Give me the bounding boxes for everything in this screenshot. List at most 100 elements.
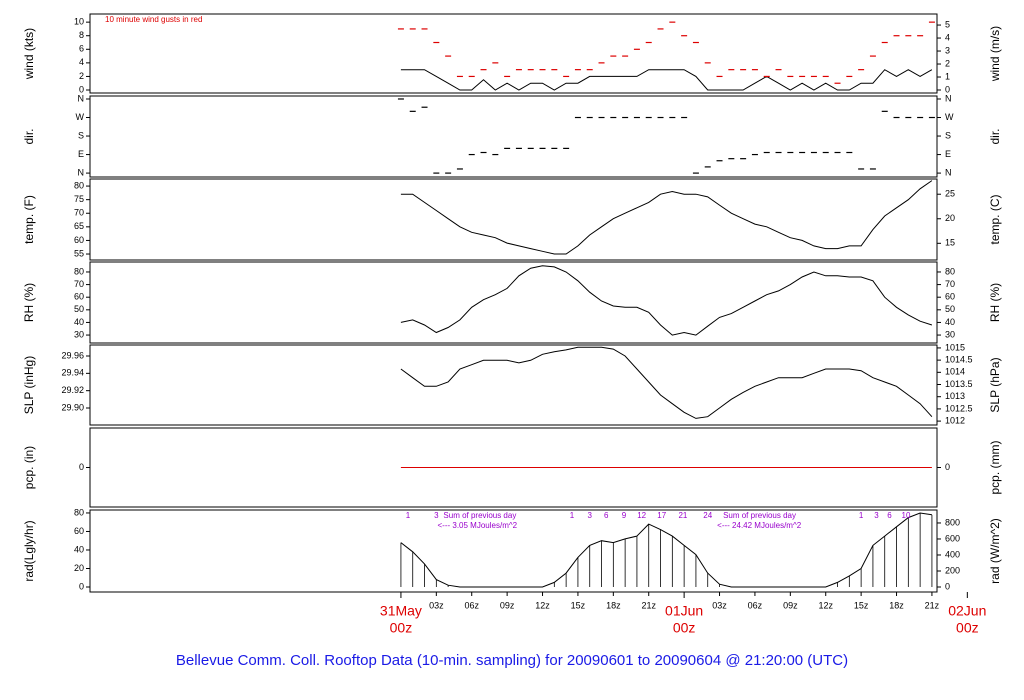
hour-label: 3 [588,511,593,520]
x-tick-label: 12z [535,600,550,610]
hour-label: 12 [637,511,646,520]
y-tick-label: S [78,130,84,140]
y2-tick-label: 5 [945,19,950,29]
y2-tick-label: 400 [945,549,960,559]
y-tick-label: W [76,112,85,122]
sum-label: Sum of previous day [443,511,516,520]
day-tick-sublabel: 00z [390,620,413,636]
y-axis-label: rad(Lgly/hr) [22,520,36,581]
hour-label: 21 [678,511,687,520]
y-tick-label: 50 [74,304,84,314]
y-tick-label: 60 [74,292,84,302]
y2-tick-label: 0 [945,84,950,94]
y2-tick-label: 200 [945,565,960,575]
y-tick-label: 0 [79,84,84,94]
x-tick-label: 21z [925,600,940,610]
y2-tick-label: 25 [945,189,955,199]
y2-tick-label: 0 [945,581,950,591]
x-tick-label: 09z [500,600,515,610]
y-tick-label: 70 [74,208,84,218]
day-tick-label: 01Jun [665,603,703,619]
y2-tick-label: W [945,112,954,122]
y-axis-label: RH (%) [22,283,36,322]
x-tick-label: 18z [606,600,621,610]
y2-axis-label: temp. (C) [988,194,1002,244]
y2-tick-label: 1 [945,71,950,81]
y-axis-label: SLP (inHg) [22,356,36,414]
hour-label: 1 [859,511,864,520]
y2-tick-label: 60 [945,292,955,302]
y-tick-label: 70 [74,279,84,289]
y-tick-label: 60 [74,235,84,245]
y-axis-label: pcp. (in) [22,446,36,489]
y-tick-label: 80 [74,266,84,276]
x-tick-label: 12z [818,600,833,610]
y2-tick-label: 20 [945,213,955,223]
y-tick-label: 80 [74,507,84,517]
y-tick-label: 65 [74,221,84,231]
x-tick-label: 21z [641,600,656,610]
y-tick-label: 0 [79,462,84,472]
y2-tick-label: 600 [945,533,960,543]
y-tick-label: 10 [74,17,84,27]
y2-tick-label: 1012 [945,415,965,425]
y2-tick-label: 800 [945,517,960,527]
y-tick-label: 29.92 [61,385,84,395]
y-tick-label: N [78,167,85,177]
annotation: 10 minute wind gusts in red [105,15,202,24]
y-axis-label: temp. (F) [22,195,36,244]
x-tick-label: 03z [712,600,727,610]
y-tick-label: 30 [74,329,84,339]
x-tick-label: 15z [854,600,869,610]
y2-axis-label: RH (%) [988,283,1002,322]
hour-label: 10 [902,511,911,520]
y-tick-label: 2 [79,71,84,81]
y-tick-label: 55 [74,248,84,258]
series-line [400,69,933,91]
panel-frame [89,95,938,178]
y-tick-label: 0 [79,581,84,591]
panel-frame [89,344,938,426]
sum-label: Sum of previous day [723,511,796,520]
y-tick-label: 60 [74,526,84,536]
x-tick-label: 03z [429,600,444,610]
y2-tick-label: 2 [945,58,950,68]
y2-tick-label: 1014 [945,367,965,377]
hour-label: 3 [434,511,439,520]
sum-total: <--- 24.42 MJoules/m^2 [717,521,802,530]
hour-label: 1 [406,511,411,520]
x-tick-label: 06z [748,600,763,610]
y-tick-label: 40 [74,317,84,327]
y2-tick-label: 40 [945,317,955,327]
day-tick-label: 02Jun [948,603,986,619]
y-tick-label: 80 [74,180,84,190]
y2-axis-label: SLP (hPa) [988,357,1002,412]
hour-label: 6 [604,511,609,520]
y2-tick-label: 4 [945,32,950,42]
y2-tick-label: 50 [945,304,955,314]
sum-total: <--- 3.05 MJoules/m^2 [438,521,518,530]
series-line [400,265,933,336]
y2-axis-label: dir. [988,128,1002,144]
y2-tick-label: 1014.5 [945,354,973,364]
y2-tick-label: N [945,167,952,177]
x-tick-label: 15z [571,600,586,610]
hour-label: 17 [657,511,666,520]
y2-tick-label: 0 [945,462,950,472]
y2-axis-label: rad (W/m^2) [988,518,1002,584]
y-tick-label: 4 [79,57,84,67]
y-tick-label: 75 [74,194,84,204]
series-line [400,346,933,419]
series-line [400,512,932,588]
x-tick-label: 09z [783,600,798,610]
panel-frame [89,13,938,94]
y-tick-label: 29.90 [61,402,84,412]
hour-label: 1 [570,511,575,520]
y2-axis-label: pcp. (mm) [988,440,1002,494]
series-line [400,180,933,255]
y-tick-label: N [78,93,85,103]
day-tick-sublabel: 00z [673,620,696,636]
y2-tick-label: 70 [945,279,955,289]
